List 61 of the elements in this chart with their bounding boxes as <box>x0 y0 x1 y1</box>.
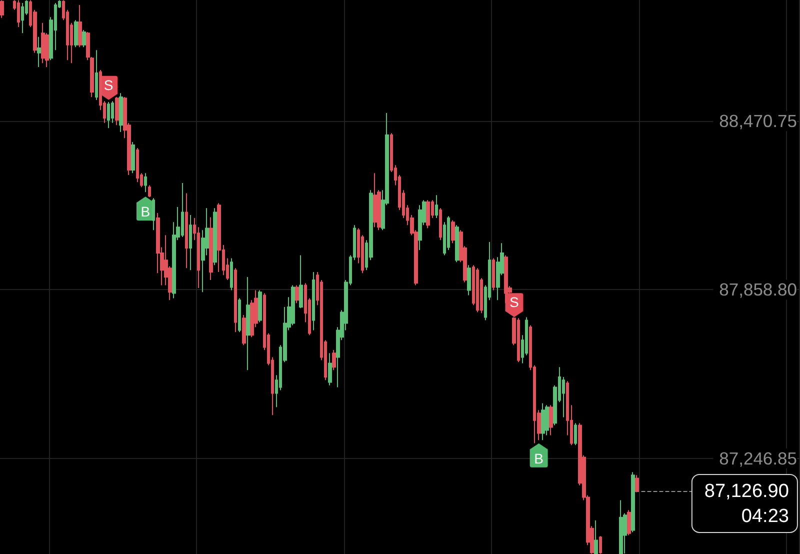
candlestick <box>312 272 315 331</box>
candlestick <box>332 350 336 371</box>
candlestick <box>136 148 139 183</box>
candlestick <box>185 192 188 269</box>
candlestick <box>74 20 78 48</box>
candlestick <box>152 198 155 231</box>
candlestick <box>230 258 233 291</box>
candlestick <box>258 290 262 323</box>
candlestick <box>217 202 221 273</box>
candlestick <box>119 92 123 133</box>
candlestick <box>426 200 430 229</box>
candlestick <box>37 36 41 68</box>
candlestick <box>234 268 237 333</box>
candlestick <box>492 258 495 291</box>
series-label: S <box>104 76 114 93</box>
candlestick <box>209 216 213 281</box>
candlestick <box>635 474 639 493</box>
series-label: B <box>140 204 150 220</box>
candlestick <box>467 264 471 296</box>
candlestick <box>631 472 635 533</box>
candlestick <box>619 500 623 554</box>
ref-line-label: 87,126.90 04:23 <box>704 480 789 527</box>
candlestick <box>144 172 147 193</box>
candlestick <box>115 96 119 126</box>
candlestick <box>328 352 332 386</box>
candlestick <box>295 284 299 304</box>
candlestick <box>238 298 241 333</box>
candlestick <box>41 22 45 64</box>
candlestick <box>131 141 135 174</box>
candlestick <box>17 0 20 28</box>
candlestick <box>451 220 455 244</box>
candlestick <box>439 208 442 241</box>
y-tick-label: 87,246.85 <box>719 448 797 468</box>
candlestick <box>78 4 82 48</box>
candlestick <box>435 194 438 219</box>
candlestick <box>21 2 24 34</box>
y-tick-label: 88,470.75 <box>719 111 797 132</box>
candlestick <box>549 404 553 436</box>
candlestick <box>95 50 98 101</box>
candlestick <box>213 208 217 266</box>
candlestick <box>242 314 246 346</box>
candlestick <box>627 510 631 536</box>
candlestick <box>594 520 598 554</box>
candlestick <box>299 254 303 309</box>
text: S <box>510 294 519 310</box>
candlestick <box>599 536 602 554</box>
candlestick <box>541 402 545 441</box>
candlestick <box>0 0 4 18</box>
candlestick <box>545 404 549 436</box>
text: B <box>534 450 544 466</box>
candlestick <box>189 214 192 271</box>
candlestick <box>373 172 377 228</box>
candlestick <box>148 184 151 198</box>
candlestick <box>82 30 86 48</box>
candlestick <box>246 276 250 371</box>
candlestick <box>476 268 479 313</box>
y-tick-label: 87,858.80 <box>719 280 798 300</box>
candlestick <box>574 422 577 446</box>
candlestick <box>455 224 459 263</box>
candlestick <box>107 101 110 129</box>
candlestick <box>291 284 295 326</box>
